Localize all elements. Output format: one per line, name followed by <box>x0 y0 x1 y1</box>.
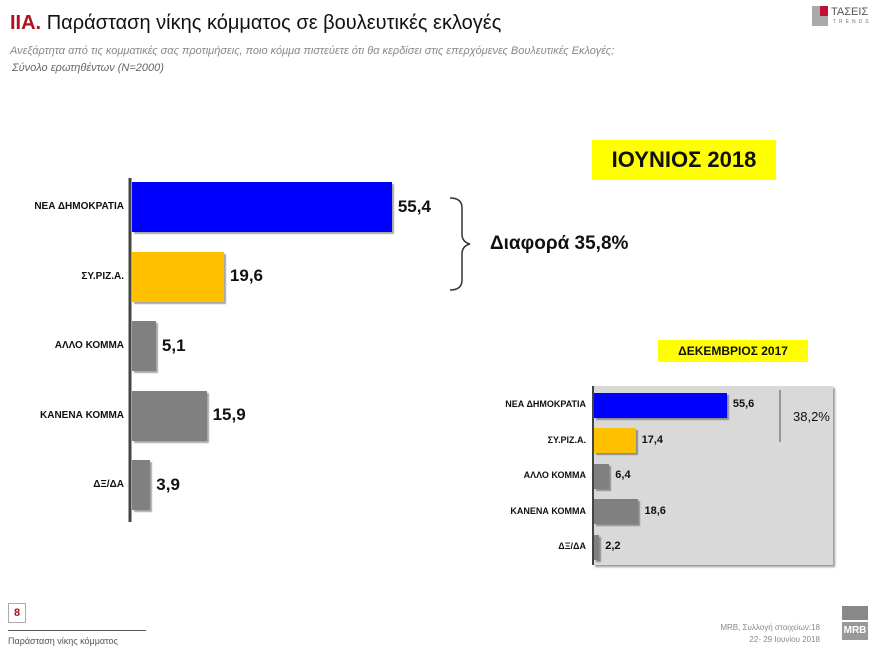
source-note: MRB, Συλλογή στοιχείων:18 22- 29 Ιουνίου … <box>640 622 820 646</box>
bar-3 <box>132 390 207 441</box>
value-label: 3,9 <box>156 474 180 494</box>
difference-annotation: Διαφορά 35,8% <box>490 233 629 254</box>
category-label: ΚΑΝΕΝΑ ΚΟΜΜΑ <box>510 505 586 516</box>
bar-1 <box>594 428 636 453</box>
category-label: ΑΛΛΟ ΚΟΜΜΑ <box>54 340 124 351</box>
value-label: 6,4 <box>615 469 631 482</box>
december-2017-title: ΔΕΚΕΜΒΡΙΟΣ 2017 <box>658 340 808 362</box>
value-label: 18,6 <box>644 504 666 517</box>
category-label: ΣΥ.ΡΙΖ.Α. <box>81 270 124 282</box>
value-label: 55,4 <box>397 196 431 216</box>
difference-brace <box>449 197 471 291</box>
bar-3 <box>594 499 639 524</box>
value-label: 17,4 <box>641 433 663 446</box>
category-label: ΝΕΑ ΔΗΜΟΚΡΑΤΙΑ <box>505 399 586 409</box>
category-label: ΣΥ.ΡΙΖ.Α. <box>547 434 586 445</box>
survey-question: Ανεξάρτητα από τις κομματικές σας προτιμ… <box>10 45 615 57</box>
value-label: 19,6 <box>229 266 264 286</box>
value-label: 55,6 <box>732 398 755 411</box>
footer-divider <box>8 630 146 631</box>
mrb-logo: MRB <box>842 606 868 652</box>
bar-0 <box>132 182 392 232</box>
taseis-logo: ΤΑΣΕΙΣ TRENDS <box>812 6 874 32</box>
bar-0 <box>594 392 727 418</box>
category-label: ΚΑΝΕΝΑ ΚΟΜΜΑ <box>40 409 124 421</box>
source-line-2: 22- 29 Ιουνίου 2018 <box>749 635 820 644</box>
category-label: ΝΕΑ ΔΗΜΟΚΡΑΤΙΑ <box>34 201 124 212</box>
value-label: 5,1 <box>161 335 186 355</box>
value-label: 2,2 <box>605 540 621 553</box>
bar-1 <box>132 251 224 302</box>
value-label: 15,9 <box>212 405 246 425</box>
page-title: IIA. Παράσταση νίκης κόμματος σε βουλευτ… <box>10 12 501 35</box>
title-text: Παράσταση νίκης κόμματος σε βουλευτικές … <box>46 12 502 34</box>
june-2018-title: ΙΟΥΝΙΟΣ 2018 <box>592 140 776 180</box>
bar-2 <box>132 321 156 371</box>
title-prefix: IIA. <box>10 12 42 34</box>
source-line-1: MRB, Συλλογή στοιχείων:18 <box>720 623 820 632</box>
category-label: ΑΛΛΟ ΚΟΜΜΑ <box>523 470 586 480</box>
footer-section: Παράσταση νίκης κόμματος <box>8 636 118 646</box>
category-label: ΔΞ/ΔΑ <box>558 541 586 551</box>
bar-2 <box>594 463 610 489</box>
page-number: 8 <box>8 603 26 623</box>
category-label: ΔΞ/ΔΑ <box>93 479 124 490</box>
bar-4 <box>594 534 600 560</box>
bar-4 <box>132 460 151 510</box>
inset-difference: 38,2% <box>793 409 830 424</box>
sample-base: Σύνολο ερωτηθέντων (Ν=2000) <box>12 62 164 74</box>
